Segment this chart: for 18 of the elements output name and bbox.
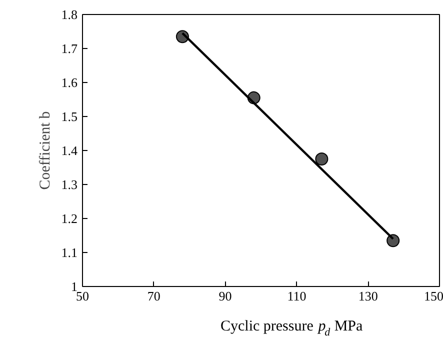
y-tick-label: 1.4 xyxy=(61,143,78,158)
x-tick-label: 110 xyxy=(287,288,306,304)
y-tick-label: 1 xyxy=(71,279,78,294)
y-tick-label: 1.7 xyxy=(61,41,78,56)
x-tick-label: 70 xyxy=(147,288,160,304)
y-tick-label: 1.2 xyxy=(61,211,78,226)
x-tick-label: 130 xyxy=(358,288,378,304)
y-axis-title: Coefficient b xyxy=(37,111,54,190)
x-tick-label: 90 xyxy=(218,288,232,304)
y-tick-label: 1.6 xyxy=(61,75,78,90)
y-tick-label: 1.8 xyxy=(61,7,78,22)
x-tick-label: 50 xyxy=(76,288,89,304)
y-tick-label: 1.5 xyxy=(61,109,78,124)
point xyxy=(315,152,328,166)
x-tick-label: 150 xyxy=(424,288,443,304)
y-tick-label: 1.1 xyxy=(61,245,78,260)
point xyxy=(386,234,400,248)
y-tick-label: 1.3 xyxy=(61,177,78,192)
